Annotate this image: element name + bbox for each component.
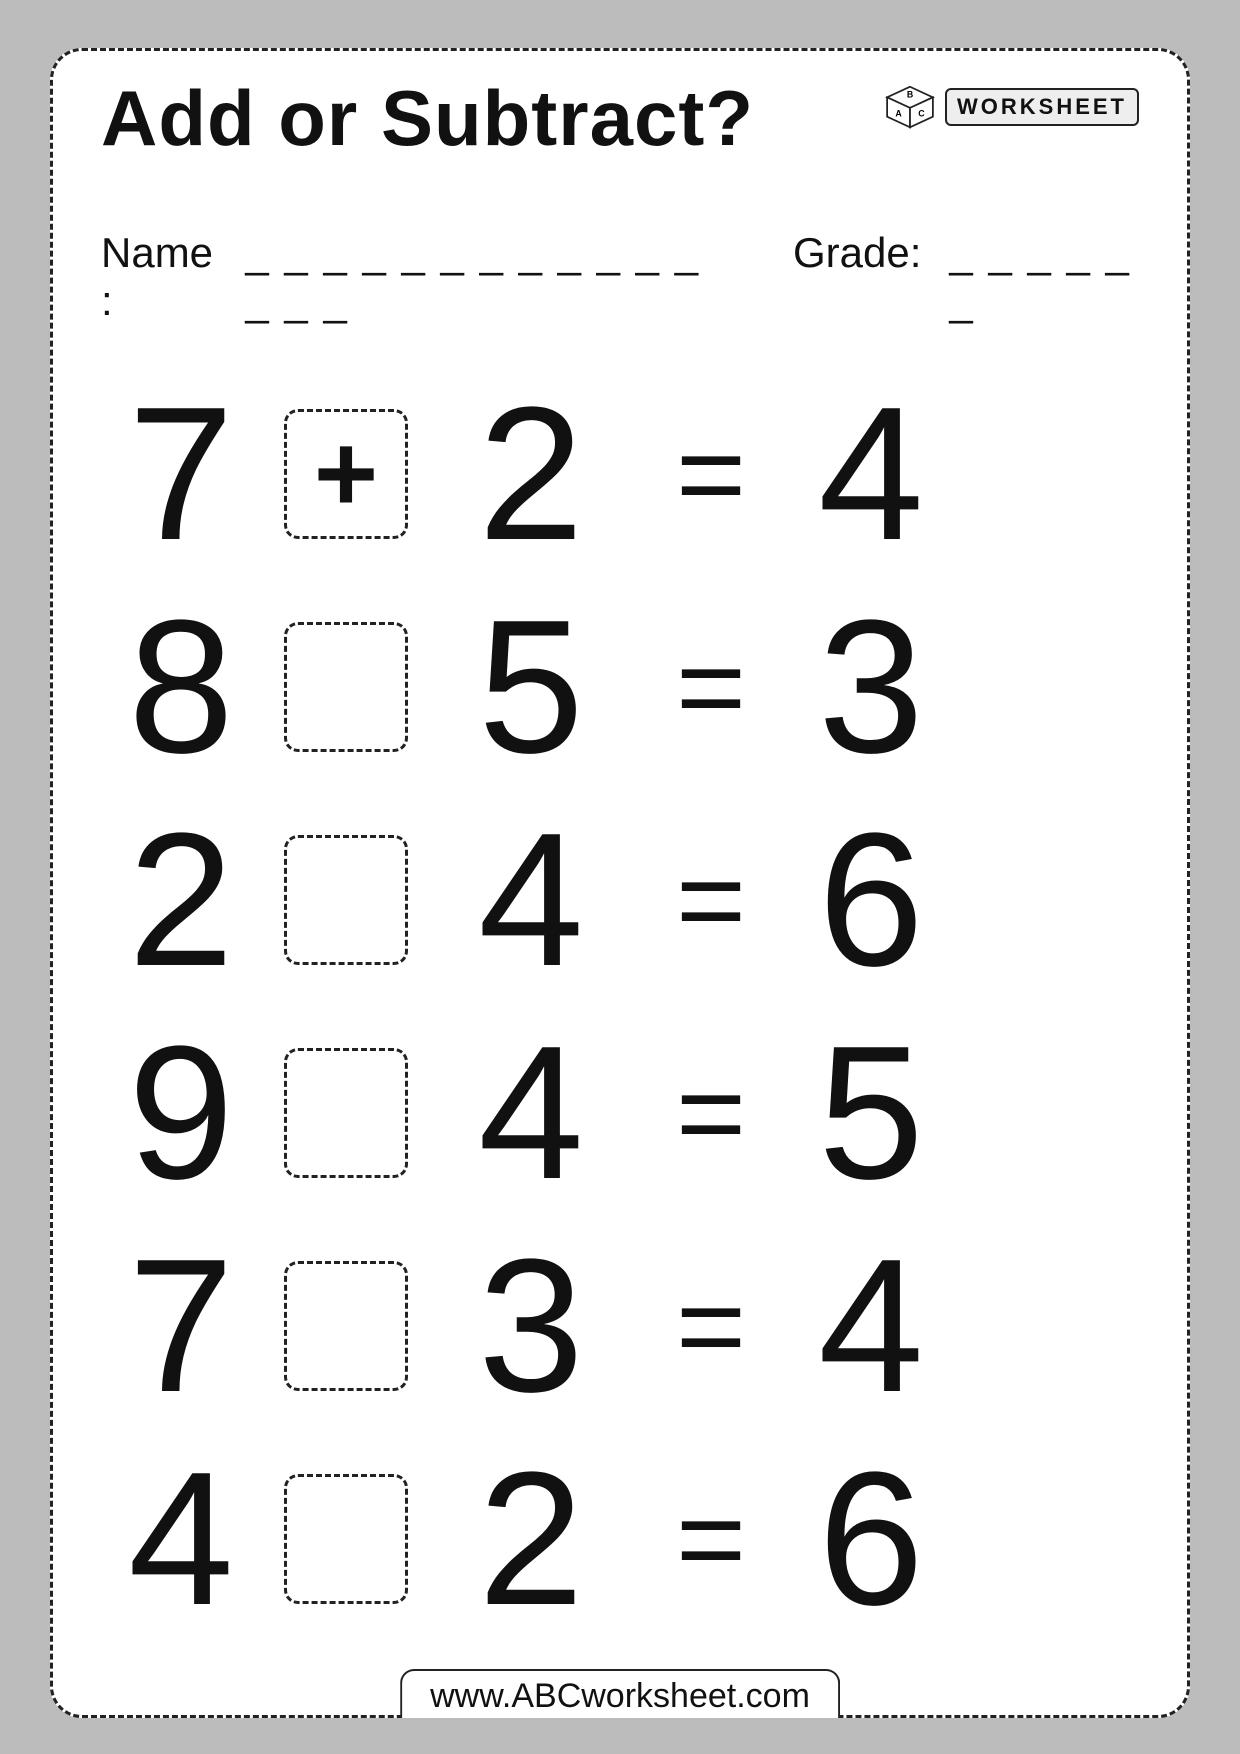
problem-row: 2 4 = 6 (101, 793, 1139, 1006)
equals-sign: = (631, 1479, 791, 1599)
result: 6 (791, 1444, 951, 1634)
equals-sign: = (631, 840, 791, 960)
name-label: Name : (101, 229, 217, 325)
problem-row: 7 3 = 4 (101, 1219, 1139, 1432)
problem-row: 8 5 = 3 (101, 580, 1139, 793)
svg-text:B: B (907, 89, 913, 99)
result: 6 (791, 805, 951, 995)
operator-box[interactable] (284, 1261, 408, 1391)
problem-list: 7 + 2 = 4 8 5 = 3 2 4 = 6 9 4 = 5 7 (101, 367, 1139, 1645)
operator-box[interactable] (284, 1048, 408, 1178)
operand-b: 3 (431, 1231, 631, 1421)
result: 5 (791, 1018, 951, 1208)
name-blank[interactable]: _ _ _ _ _ _ _ _ _ _ _ _ _ _ _ (245, 229, 737, 325)
operand-a: 8 (101, 592, 261, 782)
operand-b: 5 (431, 592, 631, 782)
problem-row: 4 2 = 6 (101, 1432, 1139, 1645)
header: Add or Subtract? B A C WORKSHEET (101, 79, 1139, 199)
operator-box[interactable] (284, 835, 408, 965)
worksheet-sheet: Add or Subtract? B A C WORKSHEET Name : … (50, 48, 1190, 1718)
operator-box[interactable] (284, 622, 408, 752)
operand-b: 4 (431, 805, 631, 995)
operand-b: 2 (431, 379, 631, 569)
cube-icon: B A C (883, 85, 937, 129)
operand-b: 2 (431, 1444, 631, 1634)
grade-label: Grade: (793, 229, 921, 277)
result: 4 (791, 379, 951, 569)
grade-blank[interactable]: _ _ _ _ _ _ (949, 229, 1139, 325)
brand-logo: B A C WORKSHEET (883, 85, 1139, 129)
problem-row: 7 + 2 = 4 (101, 367, 1139, 580)
operator-box[interactable]: + (284, 409, 408, 539)
operand-a: 7 (101, 1231, 261, 1421)
student-fields: Name : _ _ _ _ _ _ _ _ _ _ _ _ _ _ _ Gra… (101, 229, 1139, 325)
svg-text:C: C (918, 109, 925, 119)
operand-a: 7 (101, 379, 261, 569)
equals-sign: = (631, 414, 791, 534)
operand-b: 4 (431, 1018, 631, 1208)
equals-sign: = (631, 1266, 791, 1386)
operand-a: 2 (101, 805, 261, 995)
result: 3 (791, 592, 951, 782)
operand-a: 4 (101, 1444, 261, 1634)
result: 4 (791, 1231, 951, 1421)
brand-text: WORKSHEET (945, 88, 1139, 126)
problem-row: 9 4 = 5 (101, 1006, 1139, 1219)
operator-box[interactable] (284, 1474, 408, 1604)
svg-text:A: A (895, 109, 902, 119)
equals-sign: = (631, 1053, 791, 1173)
footer-url: www.ABCworksheet.com (400, 1669, 840, 1718)
equals-sign: = (631, 627, 791, 747)
operand-a: 9 (101, 1018, 261, 1208)
